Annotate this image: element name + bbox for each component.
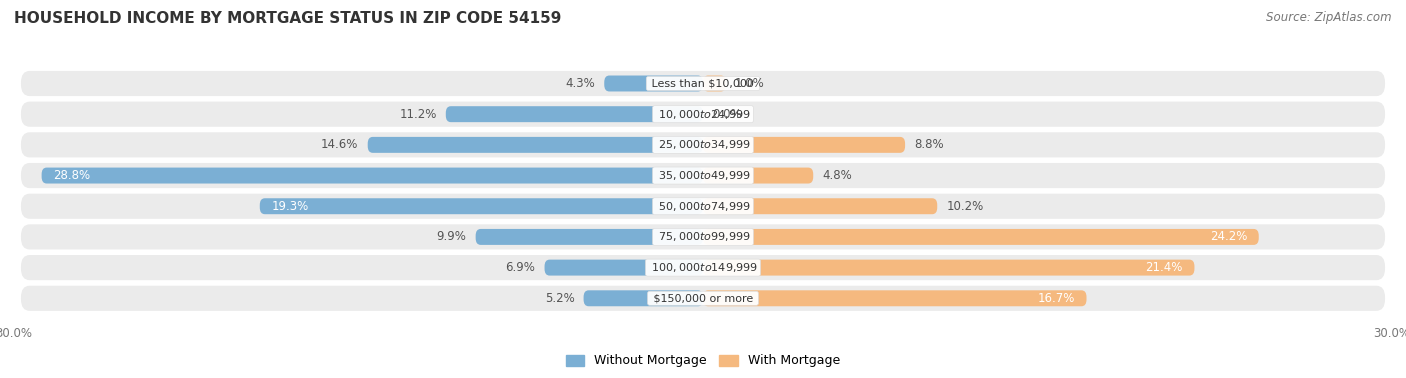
Text: $35,000 to $49,999: $35,000 to $49,999 — [655, 169, 751, 182]
Text: 19.3%: 19.3% — [271, 200, 308, 213]
FancyBboxPatch shape — [21, 132, 1385, 158]
Text: HOUSEHOLD INCOME BY MORTGAGE STATUS IN ZIP CODE 54159: HOUSEHOLD INCOME BY MORTGAGE STATUS IN Z… — [14, 11, 561, 26]
FancyBboxPatch shape — [605, 76, 703, 91]
Text: 10.2%: 10.2% — [946, 200, 984, 213]
FancyBboxPatch shape — [703, 198, 938, 214]
Text: 9.9%: 9.9% — [437, 231, 467, 243]
FancyBboxPatch shape — [475, 229, 703, 245]
FancyBboxPatch shape — [703, 260, 1195, 276]
Text: 1.0%: 1.0% — [735, 77, 765, 90]
Text: 8.8%: 8.8% — [914, 138, 943, 151]
Text: 6.9%: 6.9% — [506, 261, 536, 274]
Text: 4.8%: 4.8% — [823, 169, 852, 182]
FancyBboxPatch shape — [21, 194, 1385, 219]
FancyBboxPatch shape — [583, 290, 703, 306]
Text: $25,000 to $34,999: $25,000 to $34,999 — [655, 138, 751, 151]
Text: Less than $10,000: Less than $10,000 — [648, 79, 758, 88]
FancyBboxPatch shape — [42, 167, 703, 184]
FancyBboxPatch shape — [21, 71, 1385, 96]
Text: 0.0%: 0.0% — [713, 108, 742, 121]
Text: $10,000 to $24,999: $10,000 to $24,999 — [655, 108, 751, 121]
FancyBboxPatch shape — [368, 137, 703, 153]
FancyBboxPatch shape — [21, 224, 1385, 249]
FancyBboxPatch shape — [703, 76, 725, 91]
Text: $75,000 to $99,999: $75,000 to $99,999 — [655, 231, 751, 243]
FancyBboxPatch shape — [21, 286, 1385, 311]
Legend: Without Mortgage, With Mortgage: Without Mortgage, With Mortgage — [561, 349, 845, 372]
Text: $150,000 or more: $150,000 or more — [650, 293, 756, 303]
FancyBboxPatch shape — [703, 229, 1258, 245]
Text: 21.4%: 21.4% — [1146, 261, 1182, 274]
Text: 16.7%: 16.7% — [1038, 292, 1076, 305]
Text: 5.2%: 5.2% — [544, 292, 575, 305]
Text: $50,000 to $74,999: $50,000 to $74,999 — [655, 200, 751, 213]
FancyBboxPatch shape — [21, 102, 1385, 127]
Text: Source: ZipAtlas.com: Source: ZipAtlas.com — [1267, 11, 1392, 24]
FancyBboxPatch shape — [703, 290, 1087, 306]
FancyBboxPatch shape — [544, 260, 703, 276]
Text: $100,000 to $149,999: $100,000 to $149,999 — [648, 261, 758, 274]
Text: 4.3%: 4.3% — [565, 77, 595, 90]
Text: 24.2%: 24.2% — [1211, 231, 1247, 243]
FancyBboxPatch shape — [260, 198, 703, 214]
Text: 14.6%: 14.6% — [321, 138, 359, 151]
FancyBboxPatch shape — [446, 106, 703, 122]
FancyBboxPatch shape — [21, 163, 1385, 188]
Text: 28.8%: 28.8% — [53, 169, 90, 182]
FancyBboxPatch shape — [703, 137, 905, 153]
Text: 11.2%: 11.2% — [399, 108, 437, 121]
FancyBboxPatch shape — [21, 255, 1385, 280]
FancyBboxPatch shape — [703, 167, 813, 184]
